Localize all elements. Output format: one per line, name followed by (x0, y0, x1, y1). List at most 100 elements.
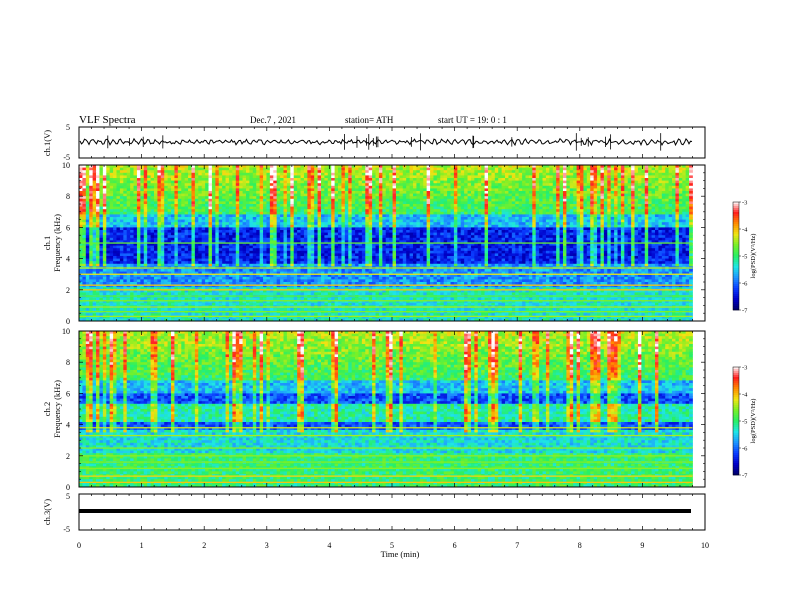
spectrogram-cell (225, 230, 230, 233)
spectrogram-cell (562, 170, 567, 174)
spectrogram-cell (123, 180, 128, 184)
spectrogram-cell (201, 185, 206, 189)
spectrogram-cell (280, 214, 284, 218)
spectrogram-cell (290, 232, 295, 236)
spectrogram-cell (334, 191, 339, 194)
spectrogram-cell (327, 224, 332, 228)
spectrogram-cell (419, 167, 424, 171)
spectrogram-cell (624, 193, 629, 197)
spectrogram-cell (549, 191, 554, 194)
spectrogram-cell (89, 204, 94, 207)
spectrogram-cell (361, 180, 366, 184)
spectrogram-cell (467, 175, 472, 179)
spectrogram-cell (348, 167, 353, 171)
spectrogram-cell (378, 230, 383, 233)
spectrogram-cell (416, 214, 421, 218)
spectrogram-cell (573, 198, 577, 202)
spectrogram-cell (99, 232, 104, 236)
spectrogram-cell (341, 196, 346, 200)
spectrogram-cell (283, 183, 288, 187)
spectrogram-cell (266, 188, 271, 192)
spectrogram-cell (157, 170, 162, 174)
spectrogram-cell (228, 232, 233, 236)
spectrogram-cell (211, 204, 216, 207)
spectrogram-cell (481, 209, 485, 213)
spectrogram-cell (140, 219, 145, 223)
spectrogram-cell (338, 165, 342, 168)
spectrogram-cell (79, 170, 83, 174)
spectrogram-cell (665, 211, 670, 215)
spectrogram-cell (620, 217, 625, 220)
spectrogram-cell (242, 193, 247, 197)
spectrogram-cell (89, 165, 94, 168)
spectrogram-cell (89, 185, 94, 189)
spectrogram-cell (593, 227, 598, 231)
spectrogram-cell (358, 230, 363, 233)
spectrogram-cell (194, 209, 199, 213)
spectrogram-cell (620, 185, 625, 189)
spectrogram-cell (654, 198, 659, 202)
spectrogram-cell (583, 178, 588, 181)
spectrogram-cell (96, 224, 100, 228)
spectrogram-cell (177, 222, 182, 226)
spectrogram-cell (651, 170, 656, 174)
spectrogram-cell (300, 188, 305, 192)
spectrogram-cell (382, 196, 387, 200)
spectrogram-cell (249, 230, 254, 233)
spectrogram-cell (668, 193, 673, 197)
spectrogram-cell (559, 198, 564, 202)
spectrogram-cell (177, 185, 182, 189)
spectrogram-cell (651, 165, 656, 168)
spectrogram-cell (160, 178, 165, 181)
spectrogram-cell (583, 165, 588, 168)
spectrogram-cell (573, 219, 577, 223)
spectrogram-cell (481, 193, 485, 197)
spectrogram-cell (668, 206, 673, 210)
spectrogram-cell (89, 230, 94, 233)
spectrogram-cell (416, 206, 421, 210)
spectrogram-cell (351, 232, 356, 236)
spectrogram-cell (597, 227, 601, 231)
spectrogram-cell (447, 201, 451, 205)
spectrogram-cell (232, 193, 237, 197)
spectrogram-cell (188, 170, 192, 174)
spectrogram-cell (552, 198, 557, 202)
spectrogram-cell (392, 183, 397, 187)
spectrogram-cell (634, 204, 639, 207)
spectrogram-cell (266, 193, 271, 197)
spectrogram-cell (228, 178, 233, 181)
spectrogram-cell (586, 185, 591, 189)
spectrogram-cell (263, 232, 267, 236)
spectrogram-cell (443, 201, 448, 205)
spectrogram-cell (150, 224, 155, 228)
spectrogram-cell (177, 198, 182, 202)
spectrogram-cell (464, 193, 468, 197)
spectrogram-cell (460, 185, 465, 189)
spectrogram-cell (89, 175, 94, 179)
spectrogram-cell (119, 170, 124, 174)
spectrogram-cell (501, 175, 506, 179)
spectrogram-cell (307, 224, 312, 228)
spectrogram-cell (665, 172, 670, 176)
spectrogram-cell (256, 206, 261, 210)
spectrogram-cell (375, 227, 380, 231)
spectrogram-cell (218, 204, 223, 207)
spectrogram-cell (481, 227, 485, 231)
spectrogram-cell (235, 185, 240, 189)
spectrogram-cell (477, 175, 482, 179)
spectrogram-cell (205, 191, 209, 194)
spectrogram-cell (515, 222, 520, 226)
spectrogram-cell (314, 204, 318, 207)
spectrogram-cell (617, 191, 622, 194)
spectrogram-cell (651, 201, 656, 205)
spectrogram-cell (194, 183, 199, 187)
spectrogram-cell (167, 183, 172, 187)
spectrogram-cell (552, 230, 557, 233)
spectrogram-cell (324, 224, 329, 228)
spectrogram-cell (242, 185, 247, 189)
spectrogram-cell (259, 198, 264, 202)
spectrogram-cell (96, 227, 100, 231)
spectrogram-cell (303, 175, 308, 179)
spectrogram-cell (583, 227, 588, 231)
spectrogram-cell (123, 175, 128, 179)
